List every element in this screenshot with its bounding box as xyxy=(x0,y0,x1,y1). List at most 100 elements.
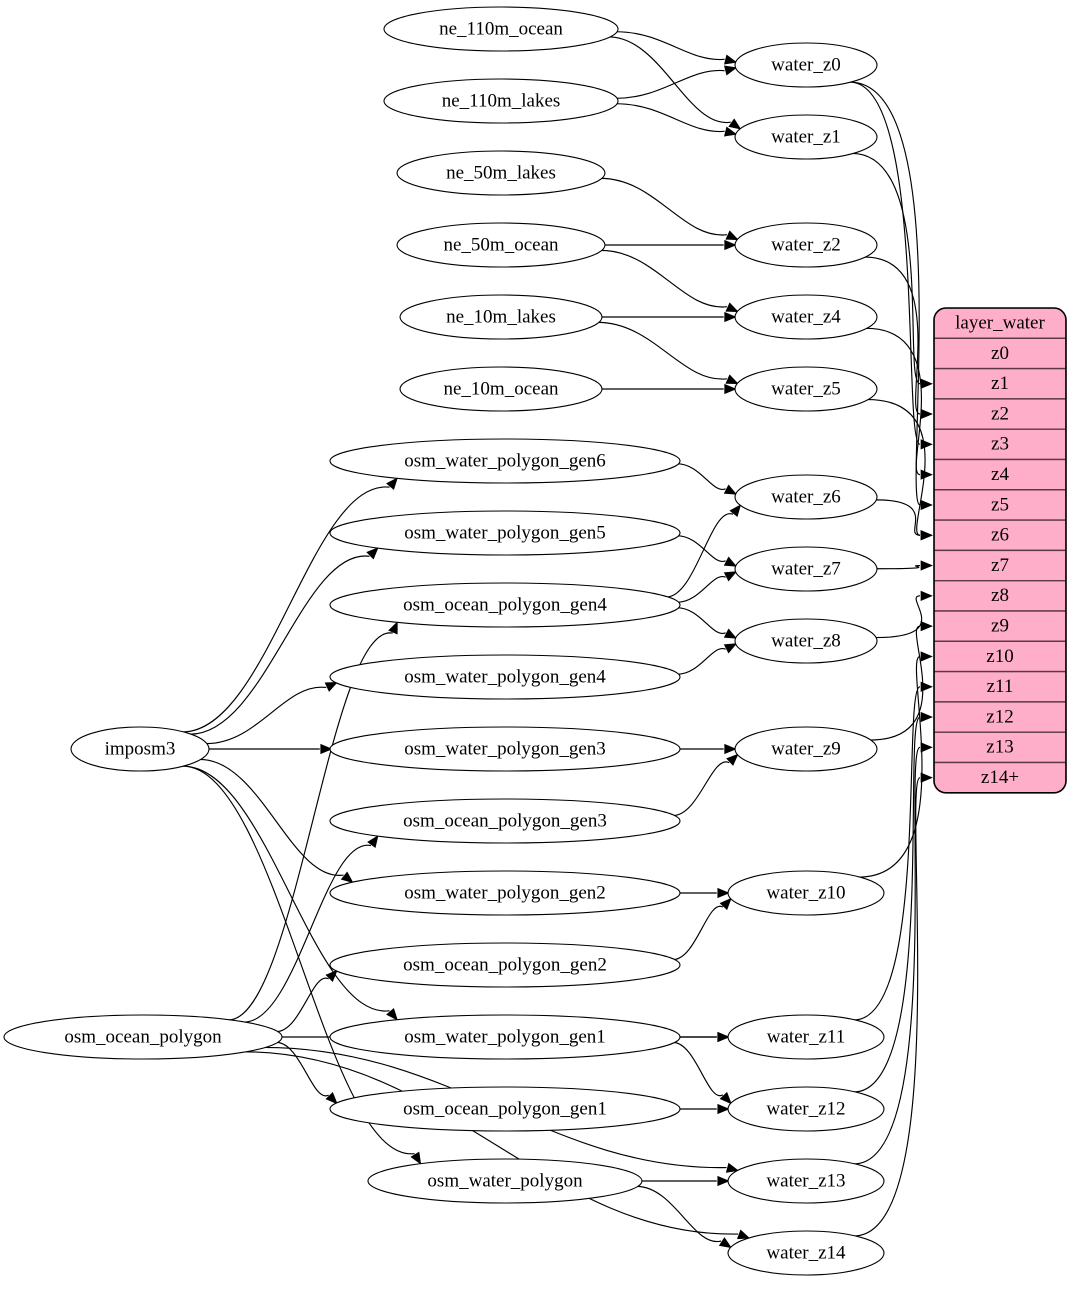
layer-node-water_z2[interactable]: water_z2 xyxy=(734,222,878,268)
layer-node-water_z13[interactable]: water_z13 xyxy=(727,1158,885,1204)
table-node-osm_water_polygon_gen4[interactable]: osm_water_polygon_gen4 xyxy=(329,654,681,700)
edges-group xyxy=(182,31,933,1249)
edge-osm_water_polygon_gen1-to-water_z12 xyxy=(672,1041,724,1097)
table-row-label-z1: z1 xyxy=(991,373,1009,394)
table-node-osm_ocean_polygon_gen1[interactable]: osm_ocean_polygon_gen1 xyxy=(329,1086,681,1132)
arrow-head xyxy=(920,590,933,601)
node-label: ne_110m_ocean xyxy=(439,18,563,39)
layer-node-water_z1[interactable]: water_z1 xyxy=(734,114,878,160)
table-node-osm_water_polygon_gen5[interactable]: osm_water_polygon_gen5 xyxy=(329,510,681,556)
arrow-head xyxy=(724,743,737,755)
edge-water_z0-to-z5 xyxy=(849,81,921,506)
edge-osm_water_polygon_gen4-to-water_z8 xyxy=(676,648,726,675)
table-row-z6[interactable] xyxy=(934,519,1066,552)
edge-water_z11-to-z11 xyxy=(853,686,921,1021)
layer-node-water_z8[interactable]: water_z8 xyxy=(734,618,878,664)
table-node-osm_water_polygon_gen6[interactable]: osm_water_polygon_gen6 xyxy=(329,438,681,484)
node-shape xyxy=(727,1086,885,1132)
table-node-ne_10m_lakes[interactable]: ne_10m_lakes xyxy=(399,294,603,340)
node-shape xyxy=(329,510,681,556)
layer-node-water_z4[interactable]: water_z4 xyxy=(734,294,878,340)
layer-node-water_z0[interactable]: water_z0 xyxy=(734,42,878,88)
node-shape xyxy=(329,870,681,916)
node-shape xyxy=(399,366,603,412)
node-shape xyxy=(329,1014,681,1060)
table-rows-clip: layer_water z0 z1 z2 z3 z4 z5 z6 z7 z8 z9 z10 z11 z12… xyxy=(934,308,1066,793)
arrow-head xyxy=(717,1103,730,1115)
table-node-ne_50m_lakes[interactable]: ne_50m_lakes xyxy=(396,150,606,196)
node-label: water_z14 xyxy=(766,1242,846,1263)
table-row-z14+[interactable] xyxy=(934,761,1066,793)
edge-osm_ocean_polygon_gen2-to-water_z10 xyxy=(672,905,724,961)
node-label: osm_ocean_polygon_gen4 xyxy=(403,594,607,615)
node-shape xyxy=(329,726,681,772)
edge-osm_ocean_polygon_gen4-to-water_z7 xyxy=(676,576,726,603)
arrow-head xyxy=(920,560,933,571)
arrow-head xyxy=(325,969,338,983)
node-shape xyxy=(329,654,681,700)
table-node-osm_ocean_polygon_gen3[interactable]: osm_ocean_polygon_gen3 xyxy=(329,798,681,844)
edge-water_z9-to-z9 xyxy=(870,625,924,741)
node-label: water_z9 xyxy=(771,738,841,759)
table-row-label-z7: z7 xyxy=(991,555,1009,576)
table-row-z2[interactable] xyxy=(934,398,1066,430)
arrow-head xyxy=(719,897,732,911)
node-shape xyxy=(734,114,878,160)
arrow-head xyxy=(920,681,933,692)
source-node-osm_ocean_polygon[interactable]: osm_ocean_polygon xyxy=(3,1014,283,1060)
table-node-osm_ocean_polygon_gen4[interactable]: osm_ocean_polygon_gen4 xyxy=(329,582,681,628)
table-node-ne_110m_lakes[interactable]: ne_110m_lakes xyxy=(383,78,619,124)
edge-ne_50m_lakes-to-water_z2 xyxy=(600,177,727,236)
layer-node-water_z6[interactable]: water_z6 xyxy=(734,474,878,520)
node-shape xyxy=(3,1014,283,1060)
table-node-osm_water_polygon_gen2[interactable]: osm_water_polygon_gen2 xyxy=(329,870,681,916)
node-label: water_z10 xyxy=(766,882,845,903)
edge-water_z2-to-z2 xyxy=(864,256,921,415)
arrow-head xyxy=(920,711,933,723)
arrow-head xyxy=(324,681,338,692)
node-label: osm_ocean_polygon_gen3 xyxy=(403,810,607,831)
source-node-imposm3[interactable]: imposm3 xyxy=(70,726,210,772)
edge-osm_water_polygon_gen6-to-water_z6 xyxy=(676,463,726,490)
table-row-label-z10: z10 xyxy=(986,646,1013,667)
node-label: imposm3 xyxy=(105,738,176,759)
table-node-osm_water_polygon_gen3[interactable]: osm_water_polygon_gen3 xyxy=(329,726,681,772)
table-row-z9[interactable] xyxy=(934,610,1066,642)
layer-node-water_z9[interactable]: water_z9 xyxy=(734,726,878,772)
edge-osm_ocean_polygon-to-osm_ocean_polygon_gen2 xyxy=(276,977,329,1033)
node-label: osm_water_polygon_gen5 xyxy=(404,522,606,543)
layer-node-water_z10[interactable]: water_z10 xyxy=(727,870,885,916)
table-row-z3[interactable] xyxy=(934,428,1066,461)
node-label: osm_water_polygon_gen6 xyxy=(404,450,606,471)
layer-node-water_z12[interactable]: water_z12 xyxy=(727,1086,885,1132)
layer-node-water_z14[interactable]: water_z14 xyxy=(727,1230,885,1276)
table-row-label-z6: z6 xyxy=(991,525,1009,546)
arrow-head xyxy=(725,230,739,240)
node-shape xyxy=(329,582,681,628)
table-row-z10[interactable] xyxy=(934,640,1066,673)
arrow-head xyxy=(723,65,738,76)
arrow-head xyxy=(725,374,739,384)
edge-osm_ocean_polygon_gen4-to-water_z8 xyxy=(676,607,726,634)
table-row-z11[interactable] xyxy=(934,670,1066,703)
node-shape xyxy=(383,6,619,52)
node-label: osm_ocean_polygon_gen1 xyxy=(403,1098,607,1119)
arrow-head xyxy=(920,469,933,480)
table-node-ne_50m_ocean[interactable]: ne_50m_ocean xyxy=(396,222,606,268)
layer-node-water_z11[interactable]: water_z11 xyxy=(727,1014,885,1060)
arrow-head xyxy=(723,484,738,495)
arrow-head xyxy=(724,383,737,395)
edge-water_z4-to-z4 xyxy=(866,327,922,476)
table-node-osm_ocean_polygon_gen2[interactable]: osm_ocean_polygon_gen2 xyxy=(329,942,681,988)
node-label: osm_water_polygon_gen1 xyxy=(404,1026,606,1047)
layer-node-water_z5[interactable]: water_z5 xyxy=(734,366,878,412)
layer-node-water_z7[interactable]: water_z7 xyxy=(734,546,878,592)
node-shape xyxy=(727,1014,885,1060)
edge-water_z5-to-z6 xyxy=(867,398,926,536)
table-node-ne_110m_ocean[interactable]: ne_110m_ocean xyxy=(383,6,619,52)
table-node-ne_10m_ocean[interactable]: ne_10m_ocean xyxy=(399,366,603,412)
table-row-z13[interactable] xyxy=(934,731,1066,764)
table-node-osm_water_polygon_gen1[interactable]: osm_water_polygon_gen1 xyxy=(329,1014,681,1060)
table-node-osm_water_polygon[interactable]: osm_water_polygon xyxy=(367,1158,643,1204)
